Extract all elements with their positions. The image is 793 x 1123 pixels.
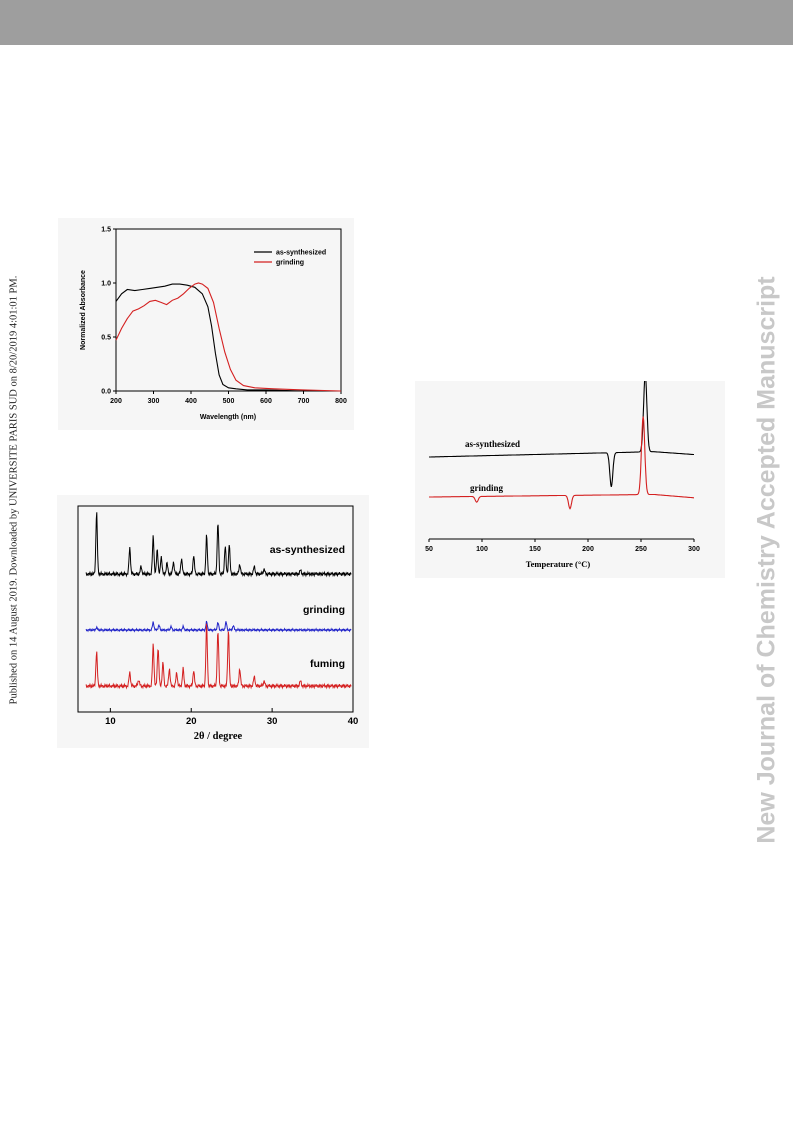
series-label: grinding <box>303 604 345 616</box>
header-bar <box>0 0 793 45</box>
x-axis-label: 2θ / degree <box>194 731 243 742</box>
x-tick-label: 10 <box>105 716 116 727</box>
x-tick-label: 500 <box>223 398 235 405</box>
dsc-chart: 50 100 150 200 250 300 as-synthesized grinding… <box>425 381 700 569</box>
x-tick-label: 100 <box>476 546 488 553</box>
absorbance-figure: 200 300 400 500 600 700 800 0.0 0.5 1.0 1.5 as-sy… <box>58 218 354 430</box>
y-tick-label: 1.5 <box>101 227 111 234</box>
series-label: fuming <box>310 658 345 670</box>
pattern-fuming <box>85 623 352 690</box>
plot-frame <box>77 505 354 713</box>
y-axis-label: Normalized Absorbance <box>80 270 87 350</box>
x-tick-label: 200 <box>110 398 122 405</box>
x-tick-label: 50 <box>425 546 433 553</box>
y-tick-label: 0.5 <box>101 335 111 342</box>
absorbance-chart: 200 300 400 500 600 700 800 0.0 0.5 1.0 1.5 as-sy… <box>80 227 347 422</box>
y-tick-label: 1.0 <box>101 281 111 288</box>
series-label: as-synthesized <box>465 439 520 449</box>
x-tick-label: 400 <box>185 398 197 405</box>
x-tick-label: 300 <box>148 398 160 405</box>
x-tick-label: 20 <box>186 716 197 727</box>
legend-label: grinding <box>276 260 304 267</box>
dsc-trace-as-synthesized <box>429 381 694 488</box>
x-tick-label: 200 <box>582 546 594 553</box>
series-label: grinding <box>470 483 504 493</box>
pxrd-figure: 10 20 30 40 as-synthesized grinding fuming 2θ… <box>57 495 369 748</box>
x-tick-label: 700 <box>298 398 310 405</box>
series-line-grinding <box>115 282 342 392</box>
x-tick-label: 40 <box>348 716 359 727</box>
series-line-as-synthesized <box>115 283 341 392</box>
x-tick-label: 600 <box>260 398 272 405</box>
x-axis-label: Wavelength (nm) <box>200 414 256 421</box>
dsc-trace-grinding <box>429 416 694 510</box>
x-tick-label: 250 <box>635 546 647 553</box>
publication-info-text: Published on 14 August 2019. Downloaded … <box>8 275 20 705</box>
x-tick-label: 800 <box>335 398 347 405</box>
legend-label: as-synthesized <box>276 250 326 257</box>
pattern-grinding <box>85 620 352 633</box>
y-tick-label: 0.0 <box>101 389 111 396</box>
pxrd-chart: 10 20 30 40 as-synthesized grinding fuming 2θ… <box>77 505 359 742</box>
x-tick-label: 150 <box>529 546 541 553</box>
x-tick-label: 300 <box>688 546 700 553</box>
pattern-as-synthesized <box>85 512 352 578</box>
journal-watermark-text: New Journal of Chemistry Accepted Manusc… <box>752 276 781 844</box>
x-tick-label: 30 <box>267 716 278 727</box>
x-axis-label: Temperature (°C) <box>526 559 591 569</box>
series-label: as-synthesized <box>270 544 345 556</box>
dsc-figure: 50 100 150 200 250 300 as-synthesized grinding… <box>415 381 725 578</box>
